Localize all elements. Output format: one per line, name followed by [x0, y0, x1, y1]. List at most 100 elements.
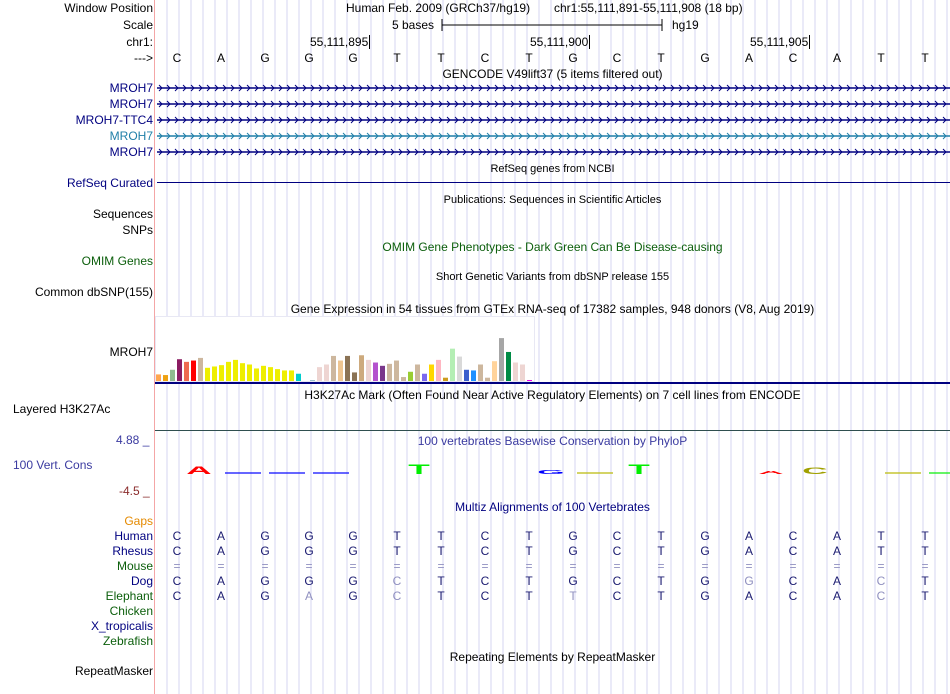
gtex-bar[interactable] — [373, 362, 378, 381]
species-label[interactable]: Human — [114, 529, 153, 543]
gtex-bar[interactable] — [478, 364, 483, 382]
gtex-bar[interactable] — [436, 359, 441, 381]
gtex-bar[interactable] — [275, 369, 280, 381]
species-label[interactable]: Mouse — [116, 559, 153, 573]
gtex-bar[interactable] — [156, 374, 161, 381]
publications-label-snps[interactable]: SNPs — [122, 223, 153, 237]
strand-arrow-icon — [766, 100, 771, 108]
gtex-bar[interactable] — [457, 356, 462, 381]
strand-arrow-icon — [422, 148, 427, 156]
h3k27ac-label[interactable]: Layered H3K27Ac — [13, 402, 111, 416]
strand-arrow-icon — [726, 132, 731, 140]
gtex-bar[interactable] — [380, 365, 385, 381]
gtex-bar[interactable] — [527, 380, 532, 381]
alignment-base: = — [261, 559, 269, 573]
gtex-bar[interactable] — [233, 359, 238, 381]
gtex-bar[interactable] — [310, 380, 315, 381]
gtex-bar[interactable] — [429, 364, 434, 382]
refseq-gene-line[interactable] — [157, 182, 950, 183]
gencode-transcript[interactable] — [157, 130, 950, 142]
gtex-label[interactable]: MROH7 — [109, 345, 153, 359]
gtex-bar[interactable] — [170, 369, 175, 381]
gencode-item-label[interactable]: MROH7 — [109, 97, 153, 111]
gaps-label[interactable]: Gaps — [124, 514, 153, 528]
gtex-bar[interactable] — [394, 360, 399, 381]
gtex-bar[interactable] — [240, 363, 245, 381]
gtex-bar[interactable] — [212, 366, 217, 381]
gtex-bar[interactable] — [443, 377, 448, 381]
gtex-bar[interactable] — [254, 368, 259, 381]
gtex-bar[interactable] — [485, 377, 490, 381]
gencode-item-label[interactable]: MROH7 — [109, 145, 153, 159]
gtex-bar[interactable] — [359, 355, 364, 381]
position-label[interactable]: chr1:55,111,891-55,111,908 (18 bp) — [554, 1, 743, 15]
gtex-bar[interactable] — [345, 355, 350, 381]
gtex-bar[interactable] — [499, 338, 504, 381]
gencode-transcript[interactable] — [157, 98, 950, 110]
gtex-bar[interactable] — [450, 348, 455, 381]
strand-arrow-icon — [686, 116, 691, 124]
strand-arrow-icon — [750, 116, 755, 124]
species-label[interactable]: Chicken — [109, 604, 153, 618]
publications-label-sequences[interactable]: Sequences — [92, 207, 153, 221]
gtex-bar[interactable] — [401, 377, 406, 381]
gtex-bar[interactable] — [520, 364, 525, 382]
strand-arrow-icon — [166, 132, 171, 140]
strand-arrow-icon — [286, 116, 291, 124]
gtex-bar[interactable] — [352, 372, 357, 381]
gtex-bar[interactable] — [198, 357, 203, 381]
alignment-base: C — [788, 544, 798, 558]
gtex-bar[interactable] — [296, 373, 301, 381]
gtex-bar[interactable] — [226, 361, 231, 381]
gtex-bar[interactable] — [331, 355, 336, 381]
alignment-base: = — [481, 559, 489, 573]
gtex-bar[interactable] — [464, 369, 469, 381]
gencode-item-label[interactable]: MROH7 — [109, 81, 153, 95]
gtex-bar[interactable] — [513, 362, 518, 381]
gtex-bar[interactable] — [387, 363, 392, 381]
gencode-transcript[interactable] — [157, 114, 950, 126]
gencode-transcript[interactable] — [157, 82, 950, 94]
gtex-bar[interactable] — [205, 367, 210, 381]
gtex-bar[interactable] — [177, 359, 182, 381]
refseq-label[interactable]: RefSeq Curated — [66, 176, 153, 190]
gtex-bar[interactable] — [506, 351, 511, 381]
gtex-bar[interactable] — [184, 361, 189, 381]
gencode-item-label[interactable]: MROH7-TTC4 — [75, 113, 153, 127]
strand-arrow-icon — [510, 84, 515, 92]
gencode-item-label[interactable]: MROH7 — [109, 129, 153, 143]
gtex-bar[interactable] — [282, 370, 287, 381]
gtex-bar[interactable] — [324, 364, 329, 382]
species-label[interactable]: Rhesus — [112, 544, 153, 558]
strand-arrow-icon — [286, 84, 291, 92]
gtex-bar[interactable] — [492, 361, 497, 381]
strand-arrow-icon — [238, 84, 243, 92]
gtex-bar-chart[interactable] — [155, 315, 950, 385]
species-label[interactable]: Zebrafish — [102, 634, 153, 648]
gtex-bar[interactable] — [338, 360, 343, 381]
omim-label[interactable]: OMIM Genes — [81, 254, 153, 268]
dbsnp-label[interactable]: Common dbSNP(155) — [34, 285, 153, 299]
species-label[interactable]: X_tropicalis — [90, 619, 153, 633]
gtex-bar[interactable] — [415, 364, 420, 382]
gtex-bar[interactable] — [261, 365, 266, 381]
species-label[interactable]: Dog — [130, 574, 153, 588]
gtex-bar[interactable] — [191, 360, 196, 381]
gtex-bar[interactable] — [317, 367, 322, 381]
species-label[interactable]: Elephant — [105, 589, 153, 603]
gtex-bar[interactable] — [268, 367, 273, 381]
gencode-transcript[interactable] — [157, 146, 950, 158]
gtex-bar[interactable] — [366, 359, 371, 381]
strand-arrow-icon — [542, 116, 547, 124]
strand-arrow-icon — [886, 132, 891, 140]
gtex-bar[interactable] — [247, 364, 252, 382]
gtex-bar[interactable] — [163, 375, 168, 381]
conservation-label[interactable]: 100 Vert. Cons — [13, 458, 93, 472]
gtex-bar[interactable] — [289, 370, 294, 381]
gtex-bar[interactable] — [471, 370, 476, 381]
repeatmasker-label[interactable]: RepeatMasker — [74, 664, 153, 678]
gtex-bar[interactable] — [422, 373, 427, 381]
gtex-bar[interactable] — [219, 365, 224, 381]
gtex-bar[interactable] — [408, 371, 413, 381]
